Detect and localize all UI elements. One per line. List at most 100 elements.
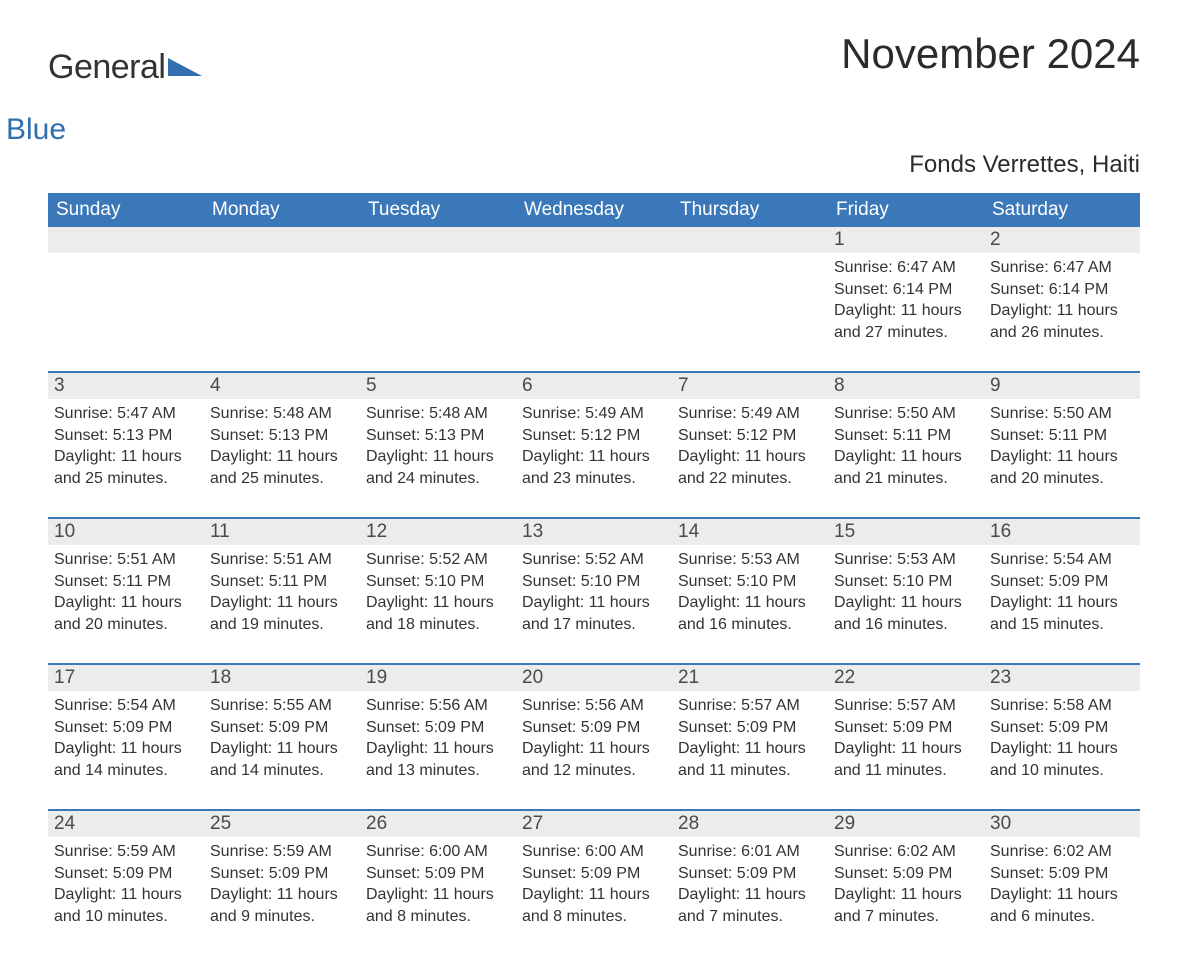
weekday-header: Wednesday — [516, 193, 672, 227]
day-cell: 8Sunrise: 5:50 AMSunset: 5:11 PMDaylight… — [828, 373, 984, 501]
sunrise-text: Sunrise: 5:51 AM — [54, 549, 198, 571]
sunset-text: Sunset: 5:09 PM — [834, 717, 978, 739]
sunset-text: Sunset: 5:10 PM — [366, 571, 510, 593]
day-body: Sunrise: 5:47 AMSunset: 5:13 PMDaylight:… — [48, 399, 204, 499]
week-spacer — [48, 647, 1140, 663]
sunrise-text: Sunrise: 5:50 AM — [834, 403, 978, 425]
day-number: 6 — [516, 373, 672, 399]
day-body: Sunrise: 6:02 AMSunset: 5:09 PMDaylight:… — [828, 837, 984, 937]
sunset-text: Sunset: 5:09 PM — [678, 863, 822, 885]
sunrise-text: Sunrise: 5:56 AM — [366, 695, 510, 717]
day-body: Sunrise: 5:49 AMSunset: 5:12 PMDaylight:… — [516, 399, 672, 499]
weekday-header: Tuesday — [360, 193, 516, 227]
day-cell: 19Sunrise: 5:56 AMSunset: 5:09 PMDayligh… — [360, 665, 516, 793]
weekday-header: Thursday — [672, 193, 828, 227]
day-number: 28 — [672, 811, 828, 837]
day-cell: 20Sunrise: 5:56 AMSunset: 5:09 PMDayligh… — [516, 665, 672, 793]
day-cell: 22Sunrise: 5:57 AMSunset: 5:09 PMDayligh… — [828, 665, 984, 793]
day-body: Sunrise: 5:51 AMSunset: 5:11 PMDaylight:… — [204, 545, 360, 645]
day-body: Sunrise: 5:52 AMSunset: 5:10 PMDaylight:… — [360, 545, 516, 645]
sunrise-text: Sunrise: 5:49 AM — [678, 403, 822, 425]
day-body — [360, 253, 516, 267]
day-body: Sunrise: 6:00 AMSunset: 5:09 PMDaylight:… — [516, 837, 672, 937]
day-body: Sunrise: 5:59 AMSunset: 5:09 PMDaylight:… — [48, 837, 204, 937]
day-body: Sunrise: 5:48 AMSunset: 5:13 PMDaylight:… — [360, 399, 516, 499]
daylight-text: Daylight: 11 hours and 9 minutes. — [210, 884, 354, 927]
daylight-text: Daylight: 11 hours and 19 minutes. — [210, 592, 354, 635]
daylight-text: Daylight: 11 hours and 13 minutes. — [366, 738, 510, 781]
weeks-container: 1Sunrise: 6:47 AMSunset: 6:14 PMDaylight… — [48, 227, 1140, 939]
day-cell: 9Sunrise: 5:50 AMSunset: 5:11 PMDaylight… — [984, 373, 1140, 501]
daylight-text: Daylight: 11 hours and 11 minutes. — [678, 738, 822, 781]
week-row: 3Sunrise: 5:47 AMSunset: 5:13 PMDaylight… — [48, 371, 1140, 501]
page-title: November 2024 — [841, 30, 1140, 78]
day-cell: 5Sunrise: 5:48 AMSunset: 5:13 PMDaylight… — [360, 373, 516, 501]
day-number: 2 — [984, 227, 1140, 253]
day-body: Sunrise: 5:50 AMSunset: 5:11 PMDaylight:… — [828, 399, 984, 499]
daylight-text: Daylight: 11 hours and 25 minutes. — [210, 446, 354, 489]
day-number: 20 — [516, 665, 672, 691]
daylight-text: Daylight: 11 hours and 14 minutes. — [210, 738, 354, 781]
day-number — [672, 227, 828, 253]
sunset-text: Sunset: 6:14 PM — [834, 279, 978, 301]
day-body: Sunrise: 6:00 AMSunset: 5:09 PMDaylight:… — [360, 837, 516, 937]
day-body: Sunrise: 5:53 AMSunset: 5:10 PMDaylight:… — [672, 545, 828, 645]
weekday-header-row: SundayMondayTuesdayWednesdayThursdayFrid… — [48, 193, 1140, 227]
sunrise-text: Sunrise: 5:54 AM — [990, 549, 1134, 571]
day-body: Sunrise: 5:51 AMSunset: 5:11 PMDaylight:… — [48, 545, 204, 645]
day-number: 23 — [984, 665, 1140, 691]
sunrise-text: Sunrise: 5:54 AM — [54, 695, 198, 717]
sunrise-text: Sunrise: 5:56 AM — [522, 695, 666, 717]
sunrise-text: Sunrise: 6:02 AM — [834, 841, 978, 863]
week-spacer — [48, 355, 1140, 371]
sunrise-text: Sunrise: 5:52 AM — [366, 549, 510, 571]
week-row: 1Sunrise: 6:47 AMSunset: 6:14 PMDaylight… — [48, 227, 1140, 355]
day-number — [360, 227, 516, 253]
sunrise-text: Sunrise: 6:01 AM — [678, 841, 822, 863]
day-number: 7 — [672, 373, 828, 399]
day-number: 5 — [360, 373, 516, 399]
sunset-text: Sunset: 5:11 PM — [990, 425, 1134, 447]
week-spacer — [48, 793, 1140, 809]
day-cell — [48, 227, 204, 355]
day-cell: 4Sunrise: 5:48 AMSunset: 5:13 PMDaylight… — [204, 373, 360, 501]
sunrise-text: Sunrise: 5:59 AM — [210, 841, 354, 863]
day-number: 30 — [984, 811, 1140, 837]
day-number — [204, 227, 360, 253]
day-cell: 30Sunrise: 6:02 AMSunset: 5:09 PMDayligh… — [984, 811, 1140, 939]
day-body: Sunrise: 6:47 AMSunset: 6:14 PMDaylight:… — [984, 253, 1140, 353]
sunrise-text: Sunrise: 5:58 AM — [990, 695, 1134, 717]
day-cell: 24Sunrise: 5:59 AMSunset: 5:09 PMDayligh… — [48, 811, 204, 939]
day-number: 14 — [672, 519, 828, 545]
sunset-text: Sunset: 5:09 PM — [990, 571, 1134, 593]
calendar: SundayMondayTuesdayWednesdayThursdayFrid… — [48, 193, 1140, 939]
header: General Blue November 2024 — [48, 30, 1140, 147]
day-cell: 28Sunrise: 6:01 AMSunset: 5:09 PMDayligh… — [672, 811, 828, 939]
sunset-text: Sunset: 5:09 PM — [366, 717, 510, 739]
day-body — [48, 253, 204, 267]
day-cell — [360, 227, 516, 355]
day-number: 17 — [48, 665, 204, 691]
sunset-text: Sunset: 5:09 PM — [522, 863, 666, 885]
daylight-text: Daylight: 11 hours and 24 minutes. — [366, 446, 510, 489]
daylight-text: Daylight: 11 hours and 25 minutes. — [54, 446, 198, 489]
day-number: 12 — [360, 519, 516, 545]
sunrise-text: Sunrise: 6:00 AM — [522, 841, 666, 863]
daylight-text: Daylight: 11 hours and 11 minutes. — [834, 738, 978, 781]
day-number: 24 — [48, 811, 204, 837]
daylight-text: Daylight: 11 hours and 7 minutes. — [834, 884, 978, 927]
daylight-text: Daylight: 11 hours and 22 minutes. — [678, 446, 822, 489]
day-cell: 25Sunrise: 5:59 AMSunset: 5:09 PMDayligh… — [204, 811, 360, 939]
day-cell — [204, 227, 360, 355]
day-cell: 12Sunrise: 5:52 AMSunset: 5:10 PMDayligh… — [360, 519, 516, 647]
sunrise-text: Sunrise: 5:48 AM — [210, 403, 354, 425]
day-cell: 13Sunrise: 5:52 AMSunset: 5:10 PMDayligh… — [516, 519, 672, 647]
day-cell: 23Sunrise: 5:58 AMSunset: 5:09 PMDayligh… — [984, 665, 1140, 793]
day-cell: 14Sunrise: 5:53 AMSunset: 5:10 PMDayligh… — [672, 519, 828, 647]
sunset-text: Sunset: 5:12 PM — [522, 425, 666, 447]
sunset-text: Sunset: 5:13 PM — [366, 425, 510, 447]
logo-text-main: General — [48, 48, 165, 86]
sunrise-text: Sunrise: 5:55 AM — [210, 695, 354, 717]
sunset-text: Sunset: 5:11 PM — [834, 425, 978, 447]
day-cell: 26Sunrise: 6:00 AMSunset: 5:09 PMDayligh… — [360, 811, 516, 939]
